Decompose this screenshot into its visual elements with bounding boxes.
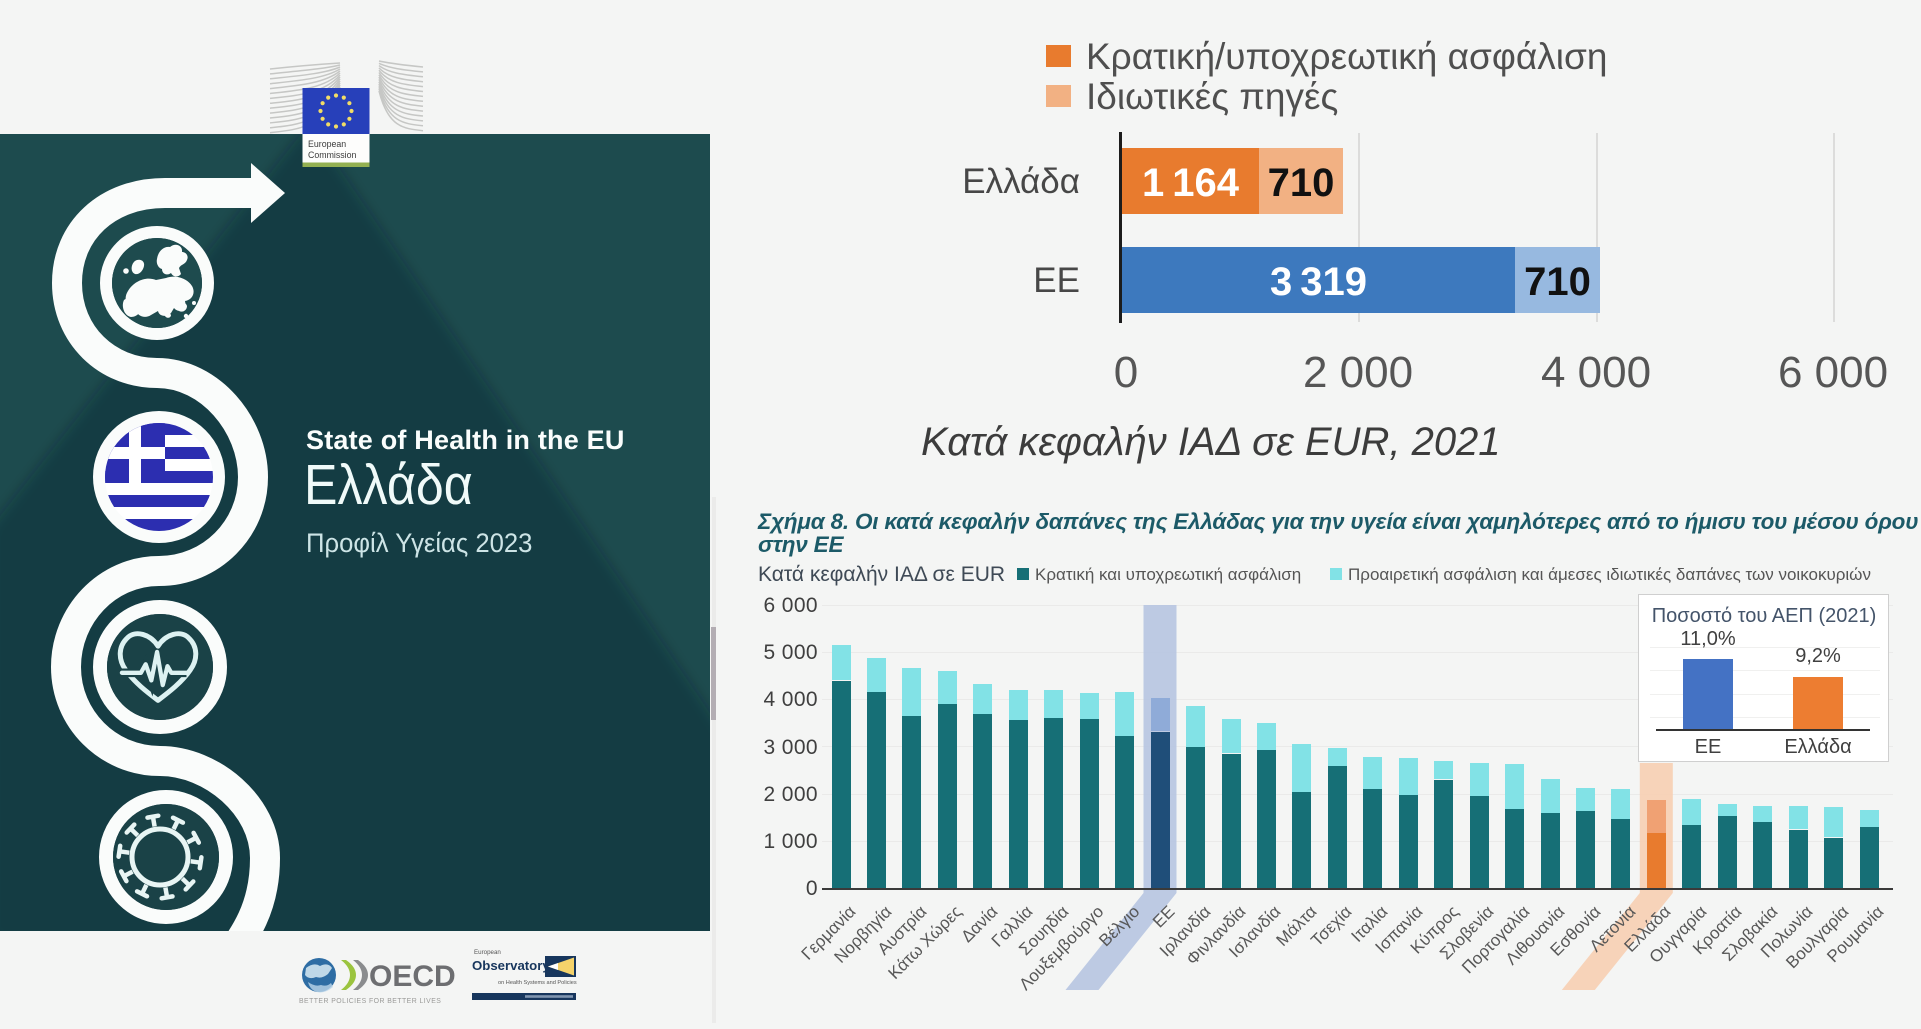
svg-text:Observatory: Observatory: [472, 958, 550, 973]
svg-text:European: European: [308, 139, 346, 149]
svg-text:on Health Systems and Policies: on Health Systems and Policies: [498, 980, 577, 986]
svg-text:European: European: [474, 949, 501, 956]
svg-text:OECD: OECD: [369, 960, 456, 993]
svg-text:Commission: Commission: [308, 150, 356, 160]
svg-text:BETTER POLICIES FOR BETTER LIV: BETTER POLICIES FOR BETTER LIVES: [299, 998, 441, 1005]
